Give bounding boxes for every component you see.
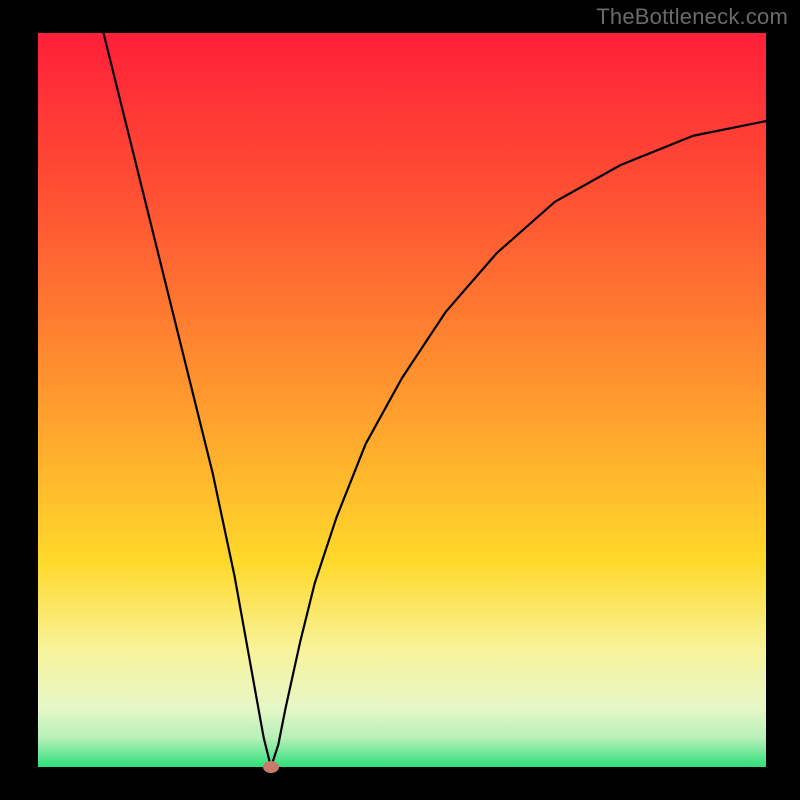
- curve-path: [104, 33, 766, 767]
- chart-plot-area: [38, 33, 766, 767]
- chart-curve: [38, 33, 766, 767]
- watermark-text: TheBottleneck.com: [596, 4, 788, 30]
- minimum-marker: [263, 761, 279, 773]
